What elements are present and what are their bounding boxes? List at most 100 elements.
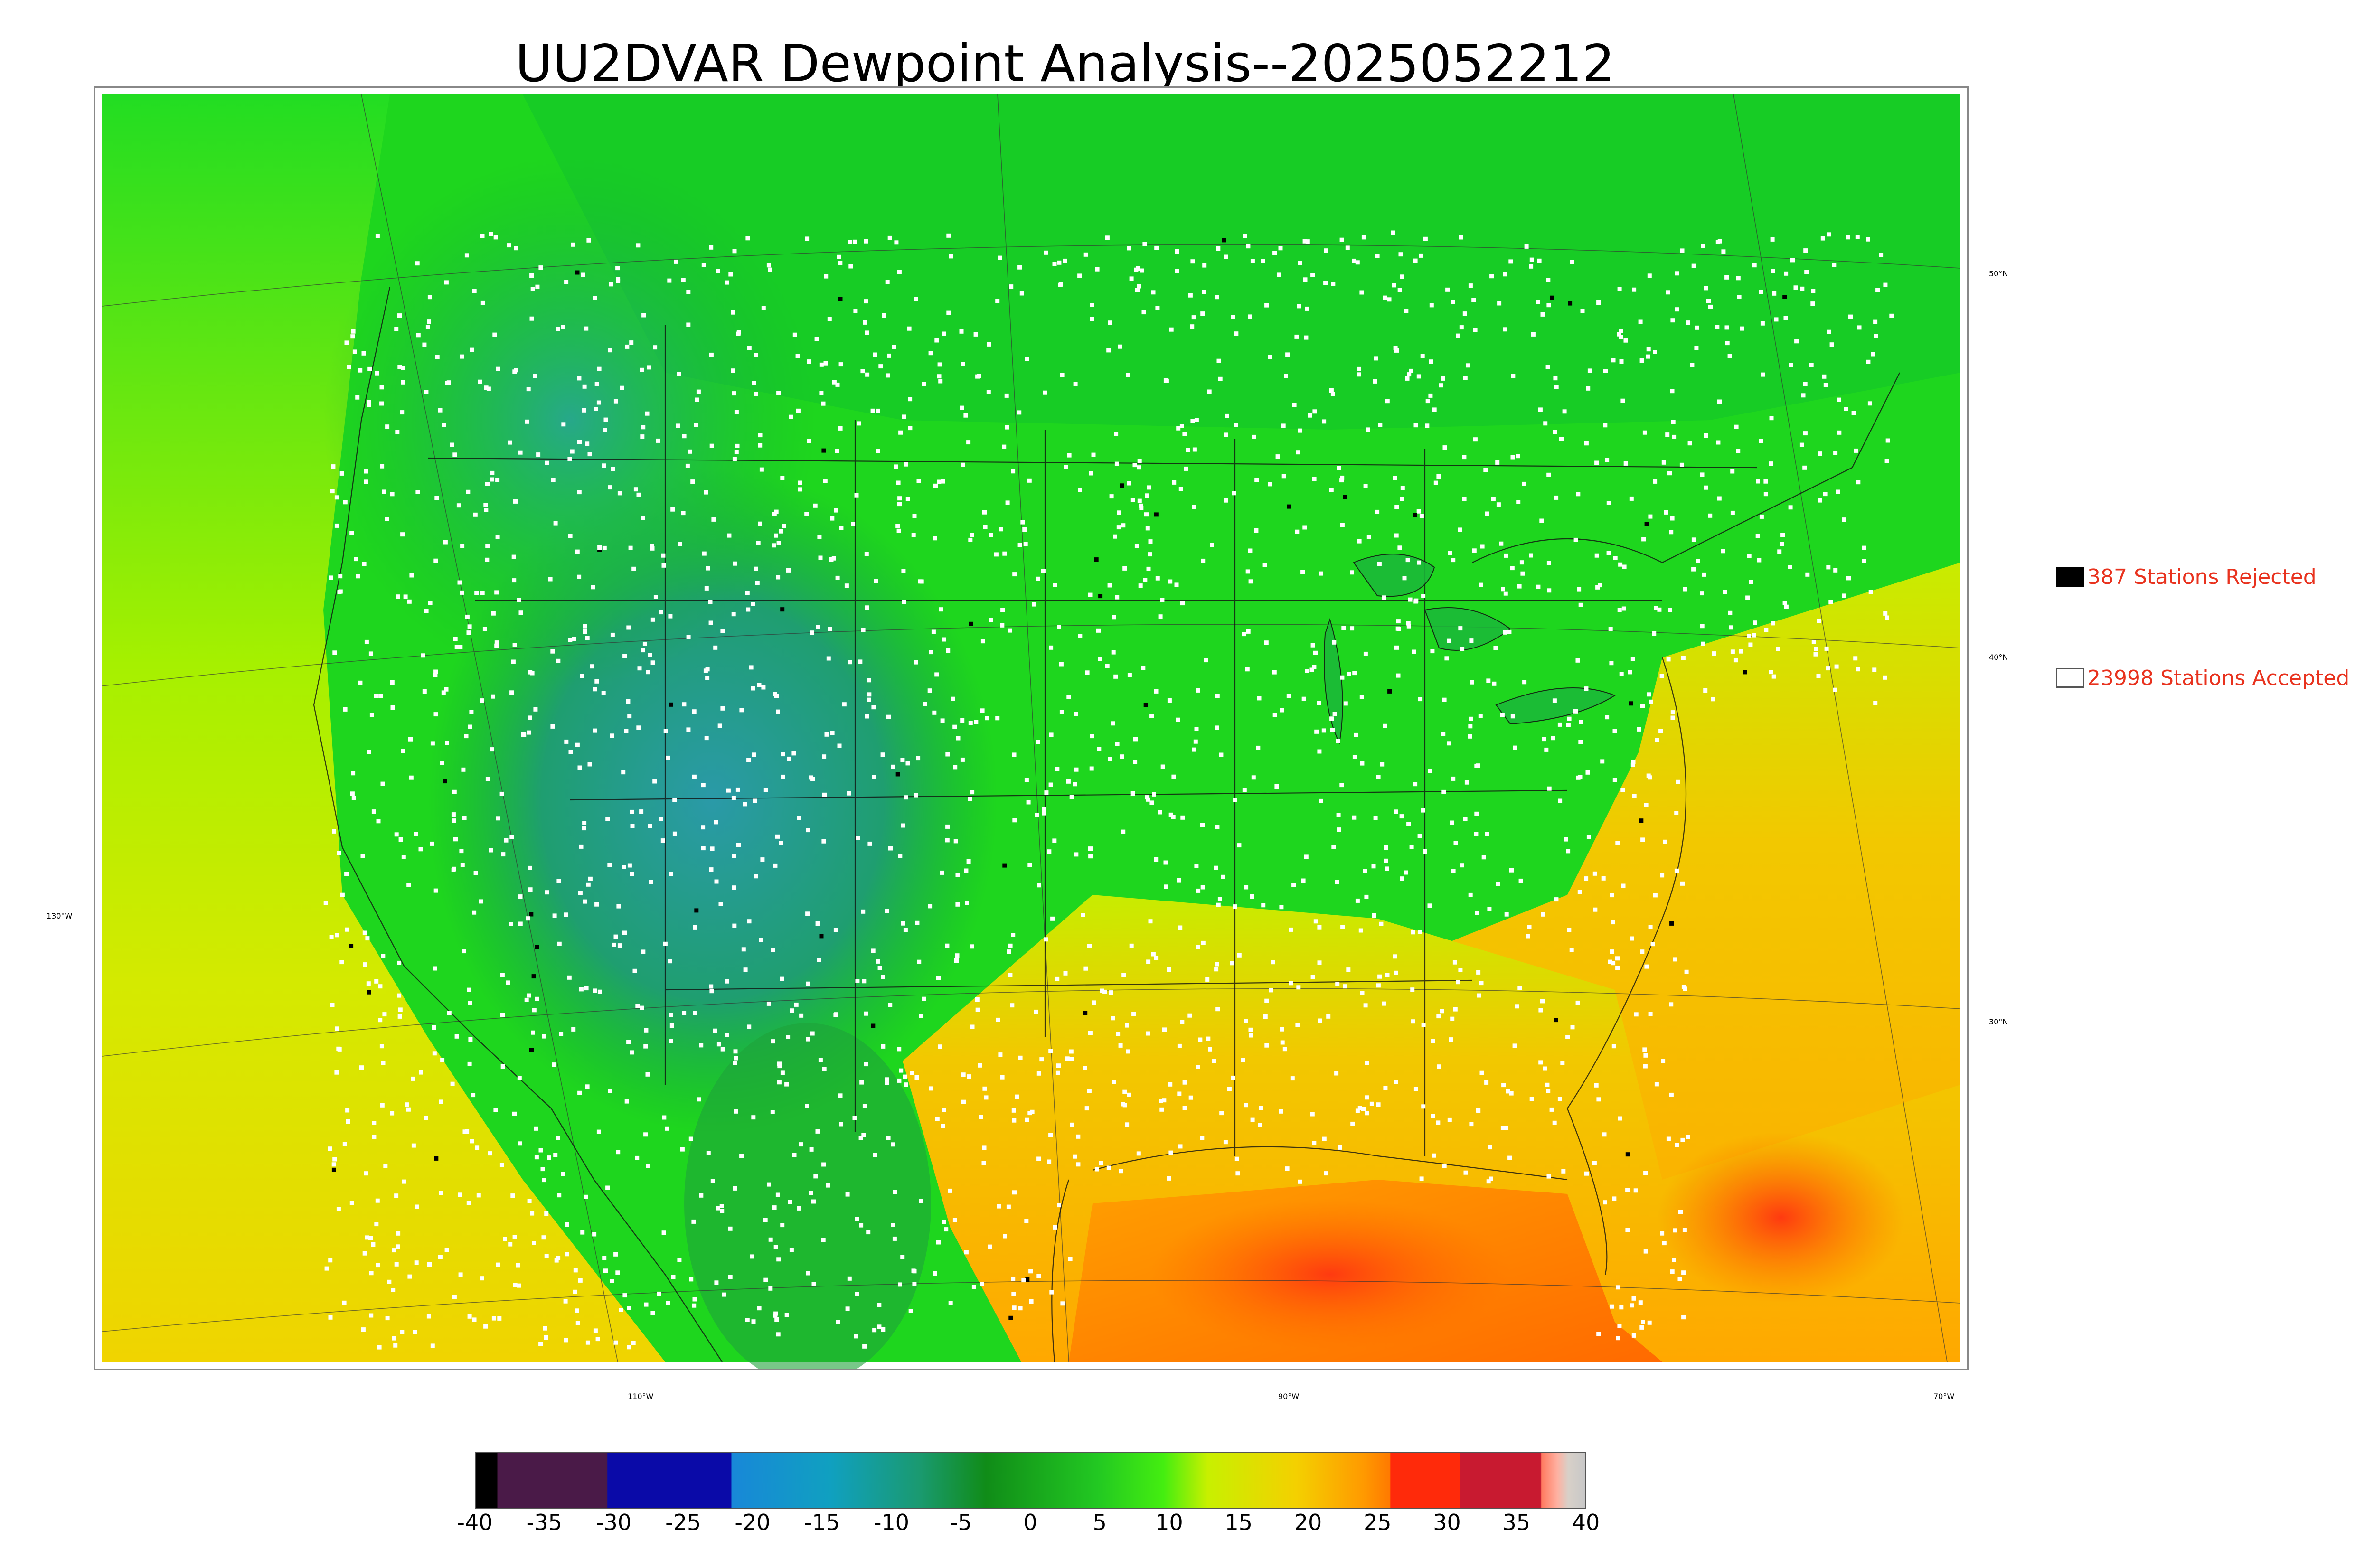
accepted-station-marker <box>1510 455 1515 460</box>
accepted-station-marker <box>914 297 918 301</box>
accepted-station-marker <box>1462 497 1467 501</box>
accepted-station-marker <box>900 758 905 762</box>
accepted-station-marker <box>590 664 594 669</box>
accepted-station-marker <box>733 1186 737 1191</box>
accepted-station-marker <box>516 1263 520 1268</box>
accepted-station-marker <box>1542 737 1546 742</box>
accepted-station-marker <box>379 1044 384 1049</box>
accepted-station-marker <box>1427 903 1432 908</box>
accepted-station-marker <box>710 846 715 851</box>
dewpoint-field-map[interactable] <box>95 88 1967 1369</box>
accepted-station-marker <box>332 1157 337 1162</box>
accepted-station-marker <box>686 322 691 327</box>
accepted-station-marker <box>1258 1123 1262 1127</box>
accepted-station-marker <box>364 469 368 474</box>
accepted-station-marker <box>1125 1122 1130 1127</box>
accepted-station-marker <box>1833 687 1837 692</box>
accepted-station-marker <box>1562 409 1567 414</box>
accepted-station-marker <box>784 1313 789 1317</box>
accepted-station-marker <box>1755 534 1760 538</box>
accepted-station-marker <box>445 741 449 745</box>
accepted-station-marker <box>1219 752 1224 757</box>
accepted-station-marker <box>364 639 369 644</box>
accepted-station-marker <box>1405 376 1410 381</box>
accepted-station-marker <box>1034 1009 1038 1014</box>
accepted-station-marker <box>1067 453 1072 458</box>
accepted-station-marker <box>1546 1089 1551 1093</box>
accepted-station-marker <box>538 1148 543 1153</box>
accepted-station-marker <box>1352 258 1356 263</box>
accepted-station-marker <box>862 979 867 984</box>
accepted-station-marker <box>1708 304 1713 309</box>
accepted-station-marker <box>545 460 549 465</box>
accepted-station-marker <box>845 1192 850 1197</box>
accepted-station-marker <box>1036 1156 1041 1161</box>
accepted-station-marker <box>636 492 641 497</box>
accepted-station-marker <box>1715 240 1720 244</box>
accepted-station-marker <box>667 278 672 283</box>
accepted-station-marker <box>1598 583 1602 588</box>
accepted-station-marker <box>1691 537 1696 542</box>
accepted-station-marker <box>1724 325 1729 330</box>
accepted-station-marker <box>535 284 540 289</box>
accepted-station-marker <box>686 727 691 732</box>
accepted-station-marker <box>483 1324 488 1329</box>
accepted-station-marker <box>627 1306 631 1310</box>
accepted-station-marker <box>1557 722 1562 727</box>
accepted-station-marker <box>447 1011 452 1015</box>
accepted-station-marker <box>350 791 355 796</box>
accepted-station-marker <box>1643 1171 1648 1175</box>
accepted-station-marker <box>1297 304 1301 309</box>
accepted-station-marker <box>877 966 882 970</box>
accepted-station-marker <box>818 555 823 560</box>
accepted-station-marker <box>1332 712 1337 716</box>
accepted-station-marker <box>864 239 868 244</box>
accepted-station-marker <box>1412 649 1416 654</box>
accepted-station-marker <box>1473 437 1478 442</box>
accepted-station-marker <box>603 428 607 432</box>
accepted-station-marker <box>855 979 860 983</box>
accepted-station-marker <box>842 702 847 707</box>
accepted-station-marker <box>584 326 589 331</box>
accepted-station-marker <box>780 476 785 480</box>
accepted-station-marker <box>758 443 763 448</box>
accepted-station-marker <box>1017 265 1022 270</box>
accepted-station-marker <box>1175 269 1179 273</box>
accepted-station-marker <box>945 943 950 948</box>
accepted-station-marker <box>646 1164 650 1168</box>
accepted-station-marker <box>1683 587 1687 592</box>
accepted-station-marker <box>897 502 902 507</box>
accepted-station-marker <box>860 369 865 374</box>
accepted-station-marker <box>1159 1099 1163 1103</box>
accepted-station-marker <box>1700 624 1705 629</box>
accepted-station-marker <box>607 863 612 867</box>
accepted-station-marker <box>556 1136 560 1140</box>
accepted-station-marker <box>1686 1135 1690 1139</box>
accepted-station-marker <box>1105 664 1110 668</box>
accepted-station-marker <box>928 904 933 909</box>
accepted-station-marker <box>1343 701 1348 706</box>
accepted-station-marker <box>1111 1016 1115 1021</box>
accepted-station-marker <box>886 1136 891 1140</box>
accepted-station-marker <box>1392 283 1396 288</box>
accepted-station-marker <box>1215 962 1219 967</box>
accepted-station-marker <box>861 628 866 632</box>
accepted-station-marker <box>784 1082 789 1087</box>
accepted-station-marker <box>1411 1019 1415 1024</box>
accepted-station-marker <box>845 1306 850 1311</box>
accepted-station-marker <box>881 1044 886 1049</box>
accepted-station-marker <box>1619 359 1624 364</box>
accepted-station-marker <box>472 910 477 915</box>
accepted-station-marker <box>1508 259 1513 264</box>
accepted-station-marker <box>367 400 371 404</box>
accepted-station-marker <box>772 512 777 516</box>
accepted-station-marker <box>335 933 339 938</box>
accepted-station-marker <box>1285 352 1290 357</box>
accepted-station-marker <box>837 254 841 259</box>
accepted-station-marker <box>692 709 697 714</box>
accepted-station-marker <box>867 841 872 846</box>
colorbar-tick-label: -10 <box>873 1510 910 1535</box>
map-panel[interactable]: 50°N 40°N 30°N <box>94 86 2008 1370</box>
accepted-station-marker <box>383 1164 388 1168</box>
accepted-station-marker <box>668 614 673 619</box>
